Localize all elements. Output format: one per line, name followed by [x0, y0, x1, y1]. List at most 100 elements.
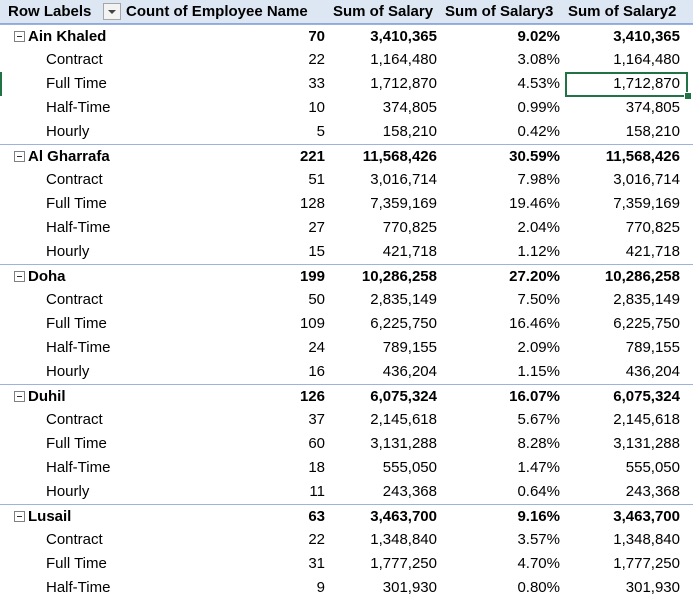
item-label-cell[interactable]: Half-Time: [46, 459, 111, 476]
item-label-cell[interactable]: Full Time: [46, 75, 107, 92]
item-count-cell[interactable]: 11: [309, 483, 325, 500]
item-sum-salary3-cell[interactable]: 2.09%: [517, 339, 560, 356]
item-sum-salary3-cell[interactable]: 4.70%: [517, 555, 560, 572]
group-sum-salary2-cell[interactable]: 10,286,258: [604, 268, 680, 285]
item-label-cell[interactable]: Contract: [46, 171, 103, 188]
item-sum-salary-cell[interactable]: 1,164,480: [370, 51, 437, 68]
item-label-cell[interactable]: Contract: [46, 51, 103, 68]
item-label-cell[interactable]: Hourly: [46, 363, 90, 380]
item-count-cell[interactable]: 31: [308, 555, 325, 572]
group-sum-salary2-cell[interactable]: 3,410,365: [613, 28, 680, 45]
item-count-cell[interactable]: 10: [308, 99, 325, 116]
item-label-cell[interactable]: Contract: [46, 531, 103, 548]
sum-salary2-header[interactable]: Sum of Salary2: [568, 3, 677, 20]
group-sum-salary-cell[interactable]: 10,286,258: [361, 268, 437, 285]
row-labels-header[interactable]: Row Labels: [8, 3, 92, 20]
group-sum-salary3-cell[interactable]: 9.02%: [517, 28, 560, 45]
item-sum-salary3-cell[interactable]: 3.57%: [517, 531, 560, 548]
item-sum-salary2-cell[interactable]: 7,359,169: [613, 195, 680, 212]
group-label-cell[interactable]: Al Gharrafa: [28, 148, 110, 165]
item-sum-salary2-cell[interactable]: 1,777,250: [613, 555, 680, 572]
item-label-cell[interactable]: Hourly: [46, 483, 90, 500]
sum-salary-header[interactable]: Sum of Salary: [333, 3, 434, 20]
item-sum-salary2-cell[interactable]: 421,718: [625, 243, 680, 260]
group-count-cell[interactable]: 221: [299, 148, 325, 165]
item-sum-salary3-cell[interactable]: 3.08%: [517, 51, 560, 68]
item-sum-salary3-cell[interactable]: 0.42%: [517, 123, 560, 140]
collapse-minus-icon[interactable]: [14, 151, 25, 162]
group-label-cell[interactable]: Doha: [28, 268, 66, 285]
group-label-cell[interactable]: Ain Khaled: [28, 28, 107, 45]
item-sum-salary2-cell[interactable]: 1,164,480: [613, 51, 680, 68]
item-count-cell[interactable]: 37: [308, 411, 325, 428]
group-sum-salary3-cell[interactable]: 30.59%: [509, 148, 560, 165]
item-sum-salary-cell[interactable]: 1,777,250: [370, 555, 437, 572]
group-sum-salary-cell[interactable]: 3,410,365: [370, 28, 437, 45]
collapse-minus-icon[interactable]: [14, 391, 25, 402]
item-sum-salary3-cell[interactable]: 1.12%: [517, 243, 560, 260]
item-label-cell[interactable]: Contract: [46, 411, 103, 428]
item-label-cell[interactable]: Hourly: [46, 123, 90, 140]
item-count-cell[interactable]: 5: [316, 123, 325, 140]
item-label-cell[interactable]: Full Time: [46, 315, 107, 332]
item-count-cell[interactable]: 9: [316, 579, 325, 596]
item-sum-salary3-cell[interactable]: 19.46%: [509, 195, 560, 212]
group-sum-salary3-cell[interactable]: 16.07%: [509, 388, 560, 405]
item-sum-salary3-cell[interactable]: 0.80%: [517, 579, 560, 596]
item-sum-salary3-cell[interactable]: 0.64%: [517, 483, 560, 500]
item-sum-salary2-cell[interactable]: 158,210: [625, 123, 680, 140]
group-count-cell[interactable]: 63: [308, 508, 325, 525]
item-label-cell[interactable]: Full Time: [46, 435, 107, 452]
item-sum-salary-cell[interactable]: 158,210: [382, 123, 437, 140]
item-sum-salary-cell[interactable]: 243,368: [382, 483, 437, 500]
group-sum-salary2-cell[interactable]: 11,568,426: [605, 148, 680, 165]
item-sum-salary3-cell[interactable]: 0.99%: [517, 99, 560, 116]
group-sum-salary-cell[interactable]: 6,075,324: [370, 388, 437, 405]
item-sum-salary-cell[interactable]: 789,155: [382, 339, 437, 356]
item-label-cell[interactable]: Hourly: [46, 243, 90, 260]
item-count-cell[interactable]: 27: [308, 219, 325, 236]
item-count-cell[interactable]: 16: [308, 363, 325, 380]
collapse-minus-icon[interactable]: [14, 31, 25, 42]
item-count-cell[interactable]: 50: [308, 291, 325, 308]
item-count-cell[interactable]: 60: [308, 435, 325, 452]
item-sum-salary3-cell[interactable]: 2.04%: [517, 219, 560, 236]
group-sum-salary3-cell[interactable]: 9.16%: [517, 508, 560, 525]
item-count-cell[interactable]: 15: [308, 243, 325, 260]
item-sum-salary-cell[interactable]: 301,930: [382, 579, 437, 596]
item-sum-salary-cell[interactable]: 770,825: [382, 219, 437, 236]
item-label-cell[interactable]: Half-Time: [46, 579, 111, 596]
item-sum-salary2-cell[interactable]: 770,825: [625, 219, 680, 236]
item-count-cell[interactable]: 18: [308, 459, 325, 476]
group-sum-salary2-cell[interactable]: 3,463,700: [613, 508, 680, 525]
fill-handle[interactable]: [684, 92, 692, 100]
item-sum-salary-cell[interactable]: 555,050: [382, 459, 437, 476]
item-label-cell[interactable]: Contract: [46, 291, 103, 308]
item-sum-salary2-cell[interactable]: 789,155: [625, 339, 680, 356]
selected-cell-outline[interactable]: [565, 72, 688, 97]
item-sum-salary2-cell[interactable]: 6,225,750: [613, 315, 680, 332]
group-sum-salary-cell[interactable]: 11,568,426: [362, 148, 437, 165]
item-label-cell[interactable]: Full Time: [46, 555, 107, 572]
item-label-cell[interactable]: Half-Time: [46, 99, 111, 116]
item-sum-salary2-cell[interactable]: 1,712,870: [613, 75, 680, 92]
group-count-cell[interactable]: 70: [308, 28, 325, 45]
item-sum-salary-cell[interactable]: 2,835,149: [370, 291, 437, 308]
item-count-cell[interactable]: 24: [308, 339, 325, 356]
item-sum-salary2-cell[interactable]: 3,016,714: [613, 171, 680, 188]
item-sum-salary3-cell[interactable]: 8.28%: [517, 435, 560, 452]
item-sum-salary2-cell[interactable]: 2,145,618: [613, 411, 680, 428]
item-sum-salary3-cell[interactable]: 7.50%: [517, 291, 560, 308]
item-sum-salary2-cell[interactable]: 555,050: [625, 459, 680, 476]
group-count-cell[interactable]: 199: [299, 268, 325, 285]
sum-salary3-header[interactable]: Sum of Salary3: [445, 3, 554, 20]
item-sum-salary3-cell[interactable]: 7.98%: [517, 171, 560, 188]
item-count-cell[interactable]: 128: [299, 195, 325, 212]
filter-dropdown-icon[interactable]: [103, 3, 121, 20]
item-sum-salary3-cell[interactable]: 4.53%: [517, 75, 560, 92]
item-sum-salary2-cell[interactable]: 243,368: [625, 483, 680, 500]
item-sum-salary-cell[interactable]: 1,348,840: [370, 531, 437, 548]
item-sum-salary-cell[interactable]: 6,225,750: [370, 315, 437, 332]
group-label-cell[interactable]: Duhil: [28, 388, 66, 405]
item-count-cell[interactable]: 33: [308, 75, 325, 92]
